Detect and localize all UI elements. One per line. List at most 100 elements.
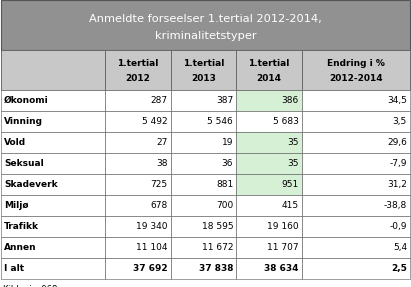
Bar xyxy=(302,132,410,153)
Text: 2013: 2013 xyxy=(191,74,216,83)
Text: 387: 387 xyxy=(216,96,233,105)
Bar xyxy=(171,90,236,111)
Text: 3,5: 3,5 xyxy=(393,117,407,126)
Text: 29,6: 29,6 xyxy=(387,138,407,147)
Text: 35: 35 xyxy=(287,159,299,168)
Text: 881: 881 xyxy=(216,180,233,189)
Text: Kilde: jus068: Kilde: jus068 xyxy=(3,284,58,287)
Text: 2012: 2012 xyxy=(126,74,150,83)
Text: Skadeverk: Skadeverk xyxy=(4,180,58,189)
Text: 19: 19 xyxy=(222,138,233,147)
Bar xyxy=(236,195,302,216)
Text: 18 595: 18 595 xyxy=(201,222,233,231)
Text: 2012-2014: 2012-2014 xyxy=(329,74,383,83)
Text: 11 672: 11 672 xyxy=(202,243,233,252)
Bar xyxy=(171,132,236,153)
Text: 11 104: 11 104 xyxy=(136,243,168,252)
Bar xyxy=(105,216,171,237)
Text: 678: 678 xyxy=(150,201,168,210)
Bar xyxy=(1,153,105,174)
Bar xyxy=(105,237,171,258)
Text: kriminalitetstyper: kriminalitetstyper xyxy=(155,31,256,41)
Bar xyxy=(302,111,410,132)
Bar xyxy=(1,216,105,237)
Bar xyxy=(1,258,105,279)
Text: I alt: I alt xyxy=(4,264,24,273)
Bar xyxy=(302,153,410,174)
Text: 5 683: 5 683 xyxy=(273,117,299,126)
Bar xyxy=(171,50,236,90)
Text: 27: 27 xyxy=(156,138,168,147)
Bar xyxy=(236,50,302,90)
Bar xyxy=(105,174,171,195)
Text: 38: 38 xyxy=(156,159,168,168)
Bar xyxy=(105,90,171,111)
Text: 38 634: 38 634 xyxy=(264,264,299,273)
Bar xyxy=(1,132,105,153)
Text: 1.tertial: 1.tertial xyxy=(183,59,224,69)
Bar xyxy=(302,216,410,237)
Bar xyxy=(171,195,236,216)
Bar xyxy=(171,174,236,195)
Text: Annen: Annen xyxy=(4,243,37,252)
Bar xyxy=(236,216,302,237)
Text: 5,4: 5,4 xyxy=(393,243,407,252)
Bar xyxy=(171,237,236,258)
Bar xyxy=(1,174,105,195)
Text: 1.tertial: 1.tertial xyxy=(117,59,159,69)
Bar xyxy=(236,111,302,132)
Text: 35: 35 xyxy=(287,138,299,147)
Bar xyxy=(302,237,410,258)
Text: 951: 951 xyxy=(282,180,299,189)
Bar xyxy=(1,195,105,216)
Bar xyxy=(171,258,236,279)
Bar xyxy=(302,195,410,216)
Bar xyxy=(171,111,236,132)
Text: Vinning: Vinning xyxy=(4,117,43,126)
Bar xyxy=(171,153,236,174)
Bar xyxy=(236,258,302,279)
Text: 36: 36 xyxy=(222,159,233,168)
Text: 2014: 2014 xyxy=(256,74,282,83)
Bar xyxy=(105,195,171,216)
Text: 5 546: 5 546 xyxy=(208,117,233,126)
Bar xyxy=(105,153,171,174)
Text: 2,5: 2,5 xyxy=(391,264,407,273)
Text: 700: 700 xyxy=(216,201,233,210)
Bar xyxy=(105,111,171,132)
Text: 34,5: 34,5 xyxy=(387,96,407,105)
Text: 287: 287 xyxy=(150,96,168,105)
Text: -0,9: -0,9 xyxy=(390,222,407,231)
Bar xyxy=(105,258,171,279)
Text: 19 160: 19 160 xyxy=(267,222,299,231)
Bar xyxy=(302,174,410,195)
Text: Vold: Vold xyxy=(4,138,26,147)
Bar xyxy=(236,132,302,153)
Text: 5 492: 5 492 xyxy=(142,117,168,126)
Text: 415: 415 xyxy=(282,201,299,210)
Bar xyxy=(236,90,302,111)
Text: -7,9: -7,9 xyxy=(390,159,407,168)
Text: 1.tertial: 1.tertial xyxy=(248,59,290,69)
Text: -38,8: -38,8 xyxy=(384,201,407,210)
Text: 31,2: 31,2 xyxy=(387,180,407,189)
Text: 725: 725 xyxy=(150,180,168,189)
Bar xyxy=(236,174,302,195)
Bar xyxy=(1,50,410,90)
Bar xyxy=(1,50,105,90)
Text: Miljø: Miljø xyxy=(4,201,28,210)
Text: 37 838: 37 838 xyxy=(199,264,233,273)
Bar xyxy=(1,90,105,111)
Bar xyxy=(302,258,410,279)
Bar xyxy=(236,237,302,258)
Bar xyxy=(1,0,410,50)
Bar xyxy=(171,216,236,237)
Text: Seksual: Seksual xyxy=(4,159,44,168)
Bar xyxy=(105,50,171,90)
Text: Økonomi: Økonomi xyxy=(4,96,49,105)
Text: Trafikk: Trafikk xyxy=(4,222,39,231)
Text: Anmeldte forseelser 1.tertial 2012-2014,: Anmeldte forseelser 1.tertial 2012-2014, xyxy=(89,14,322,24)
Text: 11 707: 11 707 xyxy=(267,243,299,252)
Bar xyxy=(1,111,105,132)
Bar xyxy=(236,153,302,174)
